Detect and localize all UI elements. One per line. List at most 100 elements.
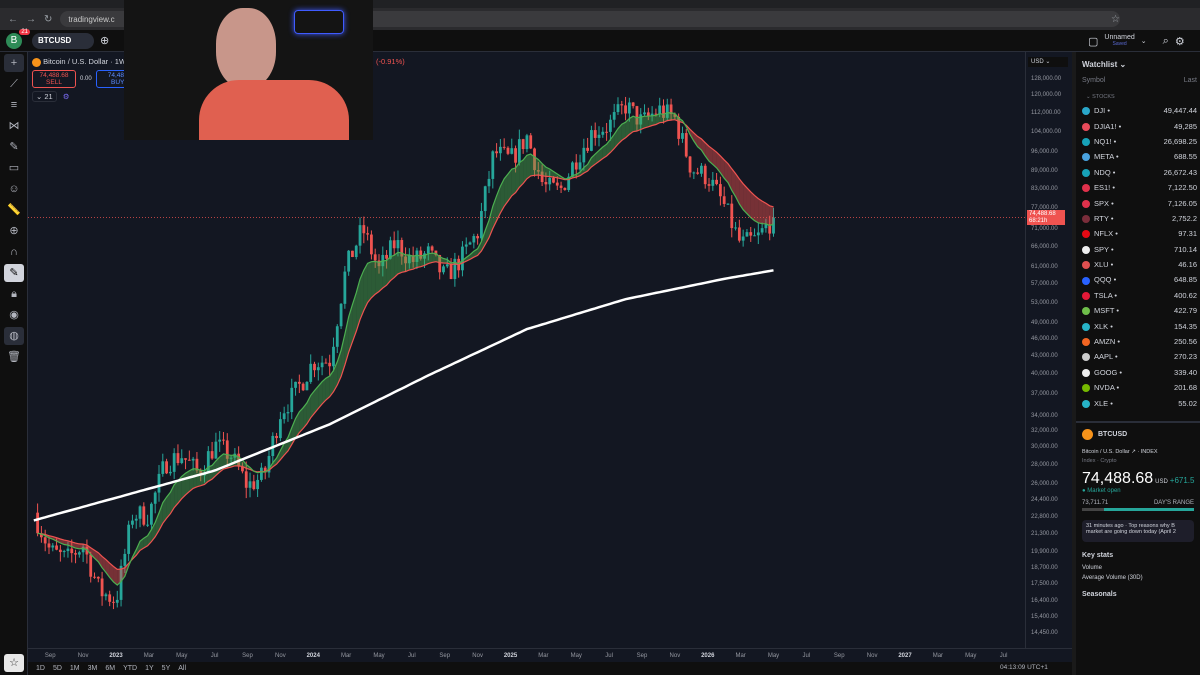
symbol-search-button[interactable]: BTCUSD [32, 32, 94, 49]
lock-icon[interactable]: 🔒︎ [11, 288, 17, 300]
trend-line-icon[interactable]: ⟋ [10, 78, 18, 90]
time-tick: May [965, 653, 977, 659]
candle [597, 134, 601, 138]
ma-ribbon-fill [64, 540, 68, 546]
indicators-toggle[interactable]: ⌄ 21 [32, 90, 57, 102]
add-symbol-icon[interactable]: ⊕ [100, 35, 110, 47]
range-5y[interactable]: 5Y [161, 665, 171, 672]
quick-search-icon[interactable]: ⌕ [1162, 34, 1169, 47]
bookmark-star-icon[interactable]: ☆ [1111, 13, 1120, 25]
watchlist-row[interactable]: NFLX • 97.31 [1076, 226, 1200, 241]
watchlist-row[interactable]: SPX • 7,126.05 [1076, 195, 1200, 210]
section-stocks[interactable]: ⌄ STOCKS [1086, 94, 1115, 100]
watchlist-row[interactable]: GOOG • 339.40 [1076, 365, 1200, 380]
ma-ribbon-fill [526, 154, 531, 179]
eye-icon[interactable]: ◉ [9, 309, 19, 321]
sell-button[interactable]: 74,488.68 SELL [32, 69, 76, 88]
magnet-icon[interactable]: ∩ [10, 246, 18, 258]
browser-tab-strip[interactable] [0, 0, 1200, 8]
favorites-star-icon[interactable]: ☆ [4, 654, 24, 672]
ma-ribbon-fill [196, 469, 201, 487]
ma-ribbon-fill [162, 497, 167, 524]
fib-retracement-icon[interactable]: ≡ [10, 99, 18, 111]
watchlist-title[interactable]: Watchlist ⌄ [1082, 60, 1127, 69]
emoji-icon[interactable]: ☺ [8, 183, 20, 195]
candle [351, 250, 354, 258]
pattern-icon[interactable]: ⋈ [8, 120, 20, 132]
news-item[interactable]: 31 minutes ago · Top reasons why B marke… [1082, 520, 1194, 542]
watchlist-row[interactable]: TSLA • 400.62 [1076, 288, 1200, 303]
candle [658, 105, 662, 115]
indicator-settings-icon[interactable]: ⚙ [62, 91, 70, 101]
chevron-down-icon[interactable]: ⌄ [1140, 38, 1147, 45]
watchlist-row[interactable]: RTY • 2,752.2 [1076, 211, 1200, 226]
range-5d[interactable]: 5D [52, 665, 62, 672]
candle [127, 524, 131, 554]
watchlist-row[interactable]: AAPL • 270.23 [1076, 349, 1200, 364]
range-3m[interactable]: 3M [87, 665, 98, 672]
candle [199, 470, 203, 476]
candle [400, 240, 404, 257]
crosshair-icon[interactable]: + [4, 54, 24, 72]
watchlist-row[interactable]: DJI • 49,447.44 [1076, 103, 1200, 118]
range-ytd[interactable]: YTD [123, 665, 138, 672]
last-column-header[interactable]: Last [1183, 77, 1197, 84]
range-1y[interactable]: 1Y [145, 665, 154, 672]
back-icon[interactable]: ← [8, 13, 18, 25]
watchlist-row[interactable]: NVDA • 201.68 [1076, 380, 1200, 395]
watchlist-row[interactable]: NQ1! • 26,698.25 [1076, 134, 1200, 149]
price-chart[interactable]: Bitcoin / U.S. Dollar · 1W (-0.91%) 74,4… [28, 52, 1025, 648]
candle [222, 439, 225, 441]
watchlist-row[interactable]: DJIA1! • 49,285 [1076, 118, 1200, 133]
watchlist-row[interactable]: ES1! • 7,122.50 [1076, 180, 1200, 195]
webcam-overlay [124, 0, 373, 140]
range-1m[interactable]: 1M [69, 665, 80, 672]
watchlist-row[interactable]: XLE • 55.02 [1076, 395, 1200, 410]
time-tick: Jul [605, 653, 613, 659]
watchlist-row[interactable]: QQQ • 648.85 [1076, 272, 1200, 287]
ma-ribbon-fill [530, 154, 535, 176]
user-avatar[interactable]: B 21 [6, 28, 30, 49]
symbol-column-header[interactable]: Symbol [1082, 77, 1106, 84]
time-tick: 2026 [701, 653, 715, 659]
globe-icon[interactable]: ◍ [4, 327, 24, 345]
range-1d[interactable]: 1D [36, 665, 45, 672]
candle [605, 131, 608, 133]
watchlist-row[interactable]: SPY • 710.14 [1076, 242, 1200, 257]
ma-ribbon-fill [739, 179, 744, 210]
ma-ribbon-fill [655, 113, 660, 125]
ruler-icon[interactable]: 📏 [7, 204, 21, 216]
ma-ribbon-fill [697, 136, 702, 151]
layout-icon[interactable]: ▢ [1088, 35, 1099, 48]
watchlist-row[interactable]: XLK • 154.35 [1076, 318, 1200, 333]
range-6m[interactable]: 6M [105, 665, 116, 672]
watchlist-row[interactable]: AMZN • 250.56 [1076, 334, 1200, 349]
time-axis[interactable]: Sep Nov 2023 Mar May Jul Sep Nov 2024 Mar May Jul Se… [28, 648, 1072, 662]
price-tick: 53,000.00 [1031, 299, 1058, 306]
symbol-logo-icon [1082, 153, 1090, 162]
candle [316, 367, 320, 371]
brush-icon[interactable]: ✎ [9, 141, 19, 153]
reload-icon[interactable]: ↻ [44, 13, 53, 25]
text-icon[interactable]: ▭ [8, 162, 20, 174]
range-all[interactable]: All [178, 665, 187, 672]
symbol-logo-icon [1082, 184, 1090, 193]
layout-name-button[interactable]: Unnamed Saved [1104, 34, 1135, 47]
price-axis[interactable]: USD ⌄ 128,000.00 120,000.00 112,000.00 104,… [1025, 52, 1072, 662]
ma-ribbon-fill [507, 169, 512, 202]
candle [343, 271, 347, 304]
watchlist-row[interactable]: XLU • 46.16 [1076, 257, 1200, 272]
ma-ribbon-fill [117, 569, 122, 586]
watchlist-row[interactable]: MSFT • 422.79 [1076, 303, 1200, 318]
currency-select[interactable]: USD ⌄ [1028, 57, 1068, 67]
settings-gear-icon[interactable]: ⚙ [1174, 35, 1185, 48]
candle [737, 227, 741, 241]
trash-icon[interactable]: 🗑︎ [7, 351, 21, 363]
chart-canvas[interactable] [28, 52, 1025, 648]
zoom-in-icon[interactable]: ⊕ [9, 225, 19, 237]
stay-in-drawing-mode-icon[interactable]: ✎ [4, 264, 24, 282]
candle [718, 184, 722, 197]
forward-icon[interactable]: → [26, 13, 36, 25]
watchlist-row[interactable]: NDQ • 26,672.43 [1076, 165, 1200, 180]
watchlist-row[interactable]: META • 688.55 [1076, 149, 1200, 164]
